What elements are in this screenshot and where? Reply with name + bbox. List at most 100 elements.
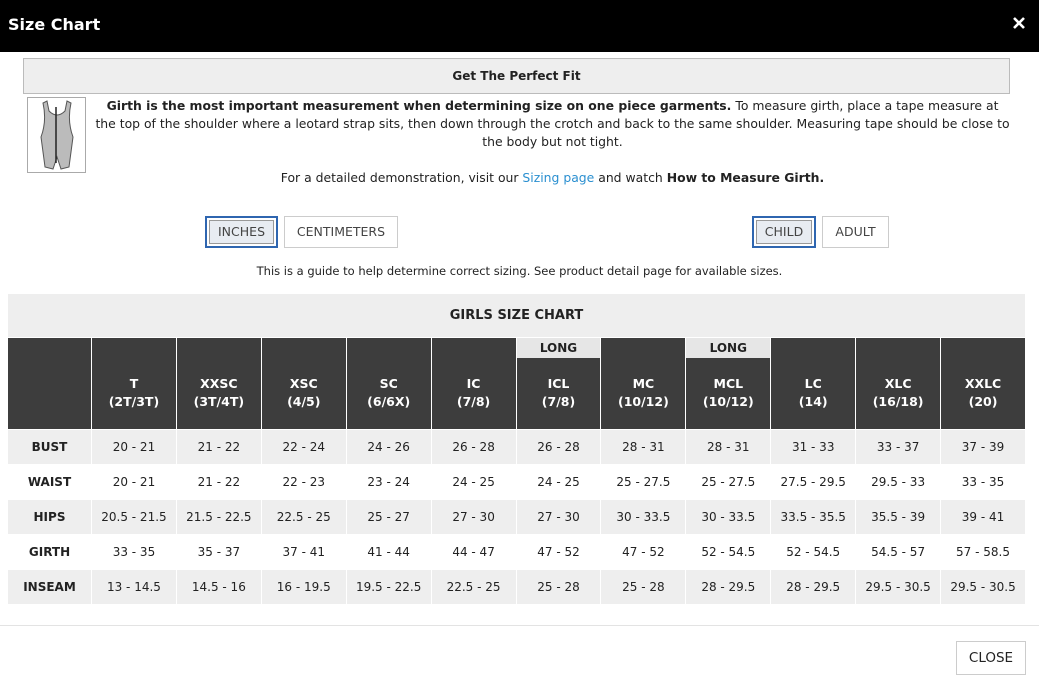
cell: 16 - 19.5 (260, 569, 347, 605)
header-cell (7, 337, 92, 430)
cell: 52 - 54.5 (770, 534, 857, 570)
cell: 26 - 28 (515, 429, 602, 465)
cell: 27 - 30 (430, 499, 517, 535)
cell: 22 - 24 (260, 429, 347, 465)
cell: 47 - 52 (515, 534, 602, 570)
cell: 28 - 31 (685, 429, 772, 465)
divider (0, 625, 1039, 626)
size-range: (10/12) (618, 393, 669, 409)
size-name: T (129, 375, 139, 391)
size-name: ICL (547, 375, 570, 391)
cell: 25 - 27.5 (685, 464, 772, 500)
size-name: LC (804, 375, 822, 391)
close-button[interactable]: CLOSE (956, 641, 1026, 675)
intro-bold: Girth is the most important measurement … (106, 98, 732, 113)
cell: 20.5 - 21.5 (91, 499, 177, 535)
group-button[interactable]: ADULT (822, 216, 889, 248)
cell: 44 - 47 (430, 534, 517, 570)
cell: 29.5 - 30.5 (940, 569, 1026, 605)
demo: For a detailed demonstration, visit our … (95, 169, 1010, 187)
unit-button[interactable]: INCHES (205, 216, 278, 248)
size-range: (10/12) (702, 393, 754, 409)
header-cell: XXLC (20) (940, 337, 1026, 430)
demo-bold: How to Measure Girth. (666, 170, 825, 185)
cell: 28 - 29.5 (685, 569, 772, 605)
cell: 33.5 - 35.5 (770, 499, 857, 535)
cell: 14.5 - 16 (175, 569, 262, 605)
size-name: XLC (884, 375, 912, 391)
cell: 35 - 37 (175, 534, 262, 570)
size-name: SC (379, 375, 398, 391)
title: Size Chart (8, 15, 101, 34)
cell: 30 - 33.5 (600, 499, 687, 535)
cell: 22.5 - 25 (430, 569, 517, 605)
size-name: XSC (289, 375, 318, 391)
cell: 26 - 28 (430, 429, 517, 465)
size-range: (20) (968, 393, 998, 409)
header-cell: SC (6/6X) (345, 337, 432, 430)
header-cell: LC (14) (770, 337, 857, 430)
cell: 28 - 31 (600, 429, 687, 465)
demo-text: and watch (598, 170, 663, 185)
size-range: (2T/3T) (108, 393, 160, 409)
row: INSEAM 13 - 14.5 14.5 - 16 16 - 19.5 19.5 - … (7, 569, 1026, 605)
cell: 25 - 27.5 (600, 464, 687, 500)
cell: 37 - 39 (940, 429, 1026, 465)
group-button[interactable]: CHILD (752, 216, 816, 248)
header-cell: IC (7/8) (430, 337, 517, 430)
cell: 22 - 23 (260, 464, 347, 500)
row: BUST 20 - 21 21 - 22 22 - 24 24 - 26 26 - 28 2… (7, 429, 1026, 465)
size-name: XXLC (964, 375, 1002, 391)
header-cell: XLC (16/18) (855, 337, 942, 430)
row-label: INSEAM (7, 569, 92, 605)
size-range: (6/6X) (367, 393, 411, 409)
cell: 25 - 28 (600, 569, 687, 605)
cell: 35.5 - 39 (855, 499, 942, 535)
header: Size Chart (0, 0, 1039, 52)
long-tag: LONG (686, 338, 771, 358)
cell: 23 - 24 (345, 464, 432, 500)
cell: 52 - 54.5 (685, 534, 772, 570)
cell: 33 - 35 (940, 464, 1026, 500)
header-cell: MC (10/12) (600, 337, 687, 430)
header-cell: XSC (4/5) (260, 337, 347, 430)
close-icon[interactable] (1013, 17, 1025, 29)
note: This is a guide to help determine correc… (256, 264, 783, 278)
row: HIPS 20.5 - 21.5 21.5 - 22.5 22.5 - 25 25 - … (7, 499, 1026, 535)
cell: 27.5 - 29.5 (770, 464, 857, 500)
unit-button[interactable]: CENTIMETERS (284, 216, 398, 248)
cell: 28 - 29.5 (770, 569, 857, 605)
cell: 31 - 33 (770, 429, 857, 465)
row-label: WAIST (7, 464, 92, 500)
cell: 21 - 22 (175, 429, 262, 465)
header-cell: T (2T/3T) (91, 337, 177, 430)
cell: 41 - 44 (345, 534, 432, 570)
size-range: (4/5) (287, 393, 321, 409)
header-cell: LONG ICL (7/8) (515, 337, 602, 430)
row-label: BUST (7, 429, 92, 465)
cell: 21 - 22 (175, 464, 262, 500)
banner: Get The Perfect Fit (23, 58, 1010, 94)
size-name: MCL (713, 375, 744, 391)
intro-text: To measure girth, place a tape measure a… (95, 98, 1010, 149)
cell: 13 - 14.5 (91, 569, 177, 605)
cell: 24 - 25 (430, 464, 517, 500)
cell: 24 - 25 (515, 464, 602, 500)
cell: 37 - 41 (260, 534, 347, 570)
size-range: (3T/4T) (193, 393, 245, 409)
cell: 21.5 - 22.5 (175, 499, 262, 535)
cell: 30 - 33.5 (685, 499, 772, 535)
cell: 29.5 - 33 (855, 464, 942, 500)
sizing-link[interactable]: Sizing page (522, 170, 595, 185)
size-range: (7/8) (456, 393, 491, 409)
cell: 39 - 41 (940, 499, 1026, 535)
cell: 25 - 27 (345, 499, 432, 535)
cell: 20 - 21 (91, 464, 177, 500)
header-cell: XXSC (3T/4T) (175, 337, 262, 430)
row-label: HIPS (7, 499, 92, 535)
cell: 24 - 26 (345, 429, 432, 465)
cell: 22.5 - 25 (260, 499, 347, 535)
cell: 27 - 30 (515, 499, 602, 535)
long-tag: LONG (516, 338, 601, 358)
